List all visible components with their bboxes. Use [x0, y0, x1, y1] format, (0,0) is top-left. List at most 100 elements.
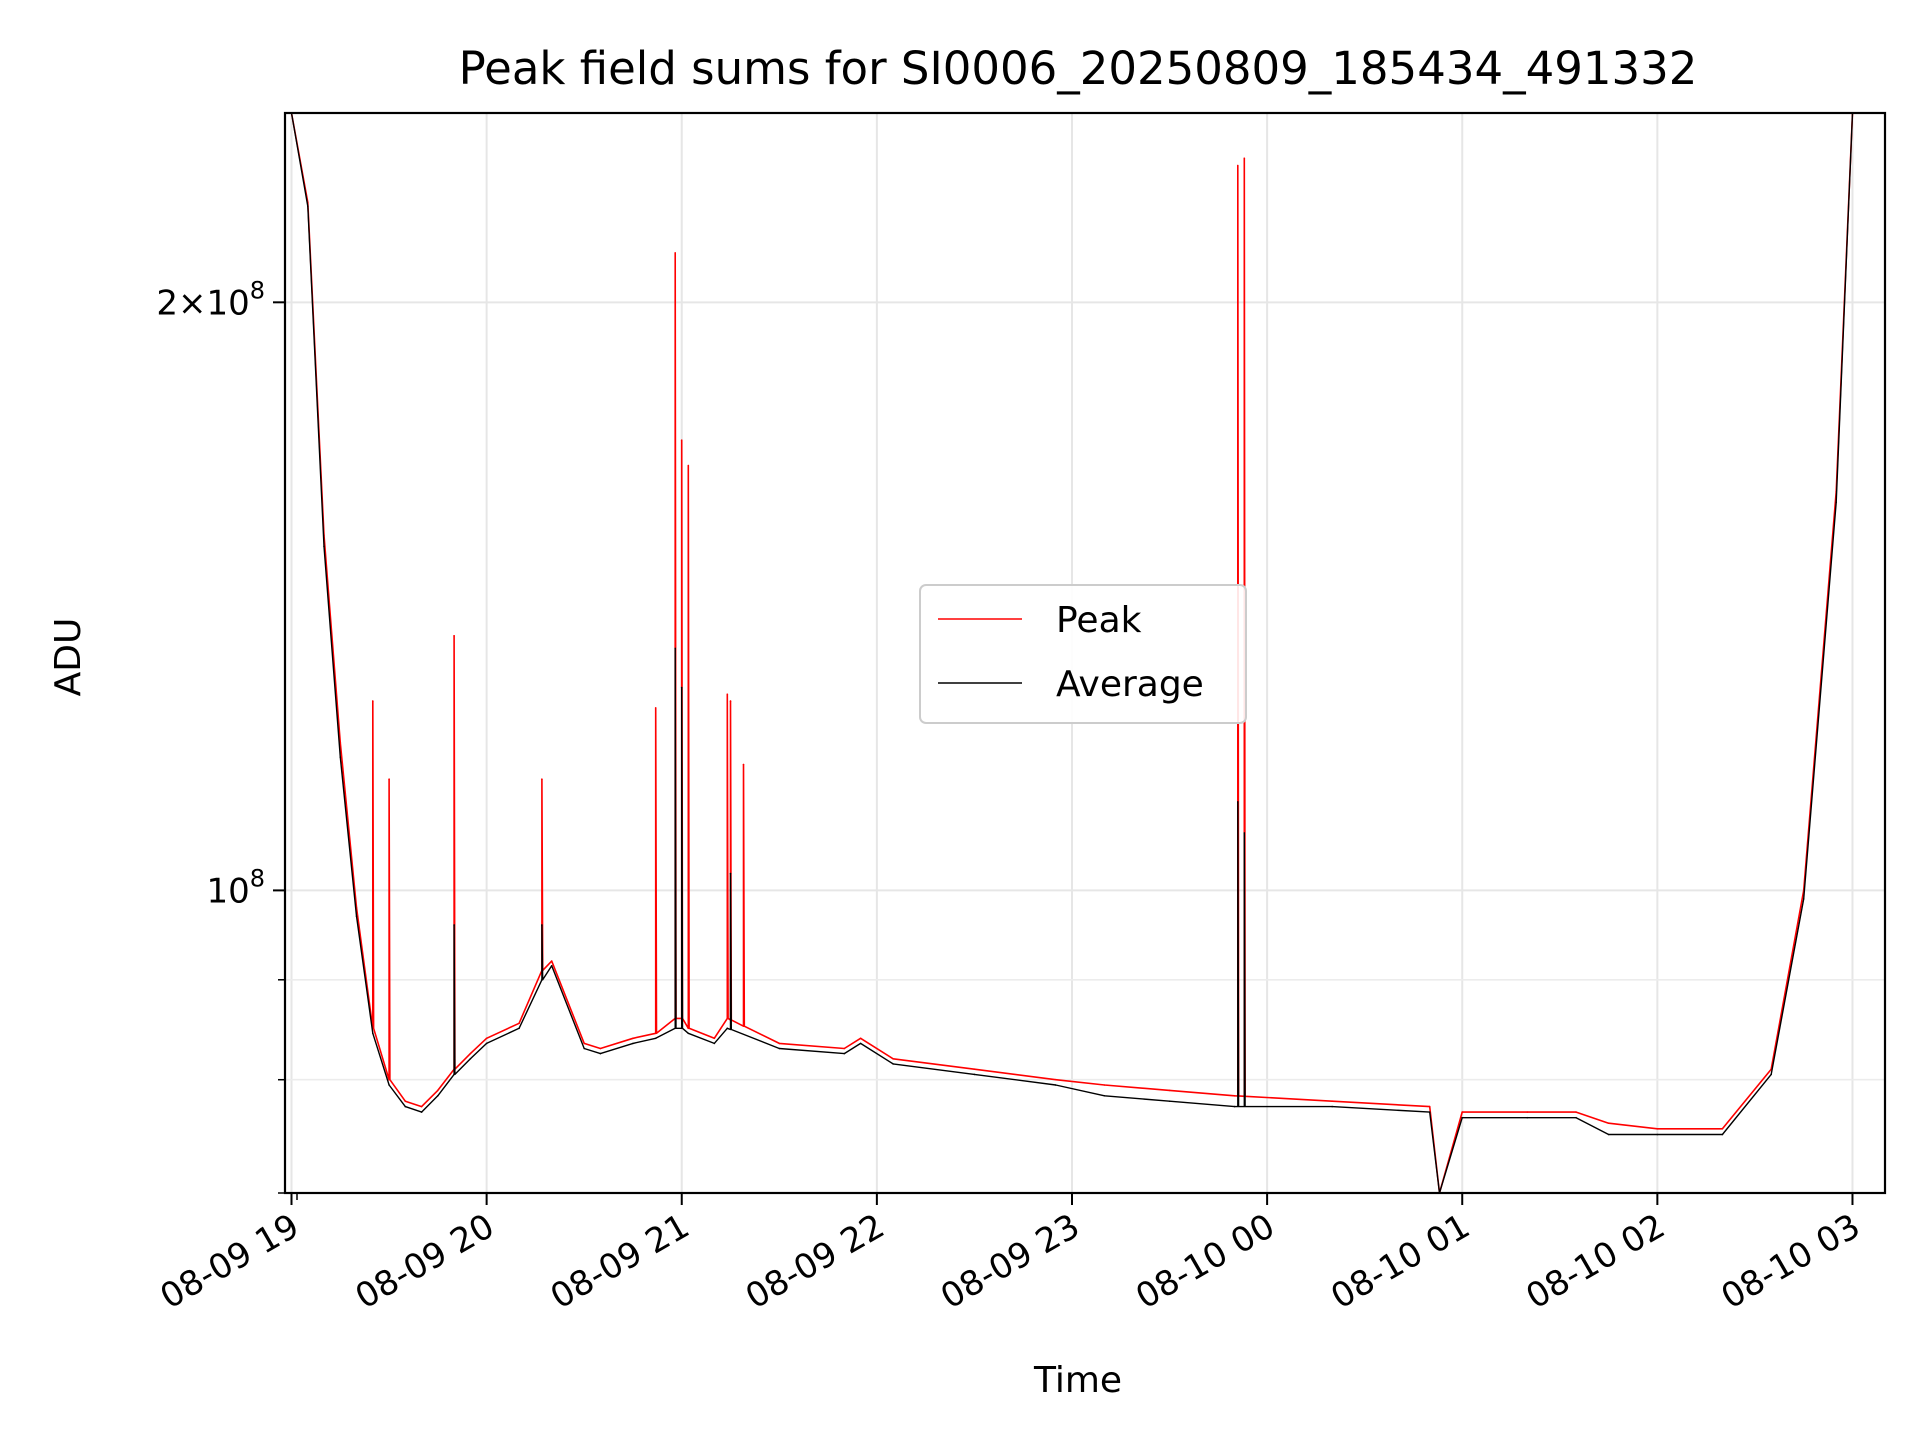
data-point-average — [1054, 1084, 1057, 1086]
spike-point-peak — [742, 763, 745, 766]
data-point-average — [1656, 1133, 1659, 1136]
x-axis-label: Time — [1033, 1360, 1122, 1401]
plot-frame — [283, 111, 1887, 1195]
data-point-peak — [550, 960, 553, 962]
spike-point-average — [1243, 832, 1246, 834]
data-point-peak — [437, 1089, 439, 1092]
spike-point-peak — [453, 635, 455, 637]
data-point-peak — [1721, 1128, 1724, 1130]
spike-point-average — [541, 924, 543, 926]
data-point-peak — [1233, 1095, 1236, 1097]
data-point-average — [778, 1047, 781, 1050]
data-point-peak — [1575, 1111, 1577, 1113]
spike-point-average — [453, 924, 455, 926]
spike-point-peak — [372, 700, 374, 702]
data-point-peak — [404, 1100, 407, 1102]
data-point-average — [713, 1042, 716, 1045]
y-axis-label: ADU — [48, 618, 89, 697]
data-point-peak — [892, 1058, 894, 1060]
data-point-peak — [1168, 1089, 1171, 1092]
spike-point-peak — [541, 778, 543, 780]
spike-point-peak — [674, 252, 676, 254]
data-point-peak — [420, 1105, 423, 1108]
data-point-peak — [1054, 1078, 1057, 1081]
data-point-peak — [518, 1022, 520, 1025]
data-point-peak — [859, 1037, 862, 1040]
series-line-average — [290, 113, 1854, 1193]
data-point-average — [1575, 1116, 1577, 1119]
y-tick-label: 2×108 — [156, 276, 265, 323]
data-point-average — [859, 1042, 862, 1045]
data-point-average — [388, 1084, 390, 1086]
data-point-average — [973, 1073, 976, 1076]
data-point-average — [1331, 1105, 1333, 1108]
data-point-peak — [1428, 1105, 1431, 1108]
data-point-average — [420, 1111, 423, 1113]
data-point-average — [1461, 1116, 1463, 1119]
data-point-average — [404, 1105, 407, 1108]
data-point-peak — [843, 1047, 846, 1050]
data-point-peak — [1103, 1084, 1106, 1086]
data-point-average — [632, 1042, 634, 1045]
data-point-average — [1770, 1073, 1772, 1076]
spike-point-average — [674, 647, 676, 650]
spike-point-peak — [680, 439, 683, 442]
data-point-average — [1233, 1105, 1236, 1108]
data-point-average — [1802, 898, 1805, 900]
spike-point-peak — [687, 464, 690, 467]
data-point-average — [674, 1027, 676, 1030]
data-point-average — [355, 915, 358, 917]
data-point-average — [469, 1058, 472, 1060]
data-point-average — [323, 545, 325, 548]
data-point-average — [485, 1042, 488, 1045]
spike-point-peak — [1243, 157, 1246, 160]
legend-label-peak: Peak — [1056, 600, 1142, 641]
data-point-average — [1835, 501, 1837, 504]
data-point-average — [680, 1027, 683, 1030]
spike-point-peak — [1237, 164, 1239, 167]
data-point-average — [654, 1037, 657, 1040]
legend: Peak Average — [919, 584, 1247, 724]
spike-point-peak — [654, 707, 657, 709]
spike-point-peak — [726, 693, 729, 696]
data-point-average — [372, 1032, 374, 1035]
data-point-peak — [388, 1078, 390, 1081]
data-point-peak — [654, 1032, 657, 1035]
data-point-peak — [1656, 1128, 1659, 1130]
spike-point-average — [1237, 801, 1239, 803]
spike-point-average — [680, 686, 683, 689]
data-point-average — [843, 1052, 846, 1055]
data-point-peak — [583, 1042, 585, 1045]
data-point-peak — [1526, 1111, 1529, 1113]
data-point-average — [541, 979, 543, 981]
data-point-average — [1607, 1133, 1610, 1136]
data-point-average — [599, 1052, 602, 1055]
series-layer — [290, 113, 1854, 1193]
data-point-peak — [469, 1052, 472, 1055]
data-point-average — [453, 1073, 455, 1076]
legend-label-average: Average — [1056, 664, 1204, 705]
data-point-peak — [713, 1037, 716, 1040]
data-point-average — [726, 1027, 729, 1030]
data-point-average — [437, 1095, 439, 1097]
data-point-average — [339, 756, 342, 758]
data-point-peak — [1607, 1122, 1610, 1124]
data-point-peak — [1461, 1111, 1463, 1113]
data-point-average — [550, 965, 553, 967]
data-point-peak — [726, 1017, 729, 1020]
data-point-peak — [599, 1047, 602, 1050]
y-tick-label: 108 — [206, 864, 265, 911]
data-point-average — [1168, 1100, 1171, 1102]
data-point-average — [307, 205, 309, 207]
data-point-average — [583, 1047, 585, 1050]
spike-point-peak — [388, 778, 390, 780]
data-point-peak — [973, 1068, 976, 1070]
chart-title: Peak field sums for SI0006_20250809_1854… — [459, 42, 1698, 95]
data-point-peak — [485, 1037, 488, 1040]
data-point-average — [1721, 1133, 1724, 1136]
spike-point-peak — [729, 700, 732, 702]
y-axis: 108 2×108 — [156, 276, 285, 1194]
data-point-peak — [778, 1042, 781, 1045]
data-point-average — [687, 1032, 690, 1035]
